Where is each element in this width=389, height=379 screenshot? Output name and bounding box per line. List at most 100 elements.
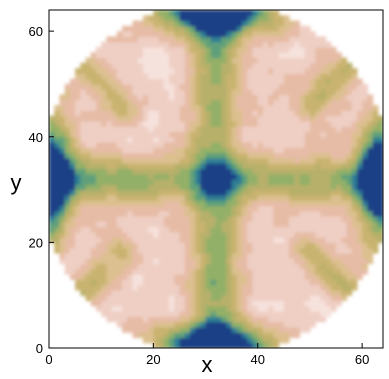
- heatmap-cell: [210, 289, 217, 296]
- heatmap-cell: [247, 99, 254, 106]
- heatmap-cell: [346, 157, 353, 164]
- heatmap-cell: [111, 110, 118, 117]
- heatmap-cell: [210, 279, 217, 286]
- heatmap-cell: [294, 31, 301, 38]
- heatmap-cell: [320, 305, 327, 312]
- heatmap-cell: [127, 62, 134, 69]
- heatmap-cell: [179, 184, 186, 191]
- heatmap-cell: [116, 99, 123, 106]
- heatmap-cell: [179, 41, 186, 48]
- heatmap-cell: [200, 184, 207, 191]
- heatmap-cell: [174, 78, 181, 85]
- heatmap-cell: [179, 73, 186, 80]
- heatmap-cell: [226, 226, 233, 233]
- heatmap-cell: [372, 168, 379, 175]
- heatmap-cell: [158, 200, 165, 207]
- heatmap-cell: [346, 136, 353, 143]
- heatmap-cell: [106, 263, 113, 270]
- heatmap-cell: [252, 184, 259, 191]
- heatmap-cell: [116, 94, 123, 101]
- heatmap-cell: [242, 289, 248, 296]
- heatmap-cell: [158, 110, 165, 117]
- heatmap-cell: [236, 289, 243, 296]
- heatmap-cell: [59, 147, 66, 154]
- heatmap-cell: [210, 173, 217, 180]
- heatmap-cell: [101, 268, 108, 275]
- heatmap-cells: [49, 10, 383, 348]
- heatmap-cell: [372, 115, 379, 122]
- heatmap-cell: [179, 332, 186, 339]
- heatmap-cell: [153, 263, 160, 270]
- heatmap-cell: [283, 279, 290, 286]
- heatmap-cell: [163, 242, 170, 249]
- heatmap-cell: [341, 184, 348, 191]
- heatmap-cell: [101, 68, 108, 74]
- heatmap-cell: [231, 120, 238, 127]
- heatmap-cell: [216, 31, 222, 38]
- heatmap-cell: [236, 99, 243, 106]
- heatmap-cell: [85, 237, 92, 243]
- heatmap-cell: [116, 83, 123, 90]
- heatmap-cell: [122, 221, 128, 228]
- heatmap-cell: [262, 152, 269, 159]
- heatmap-cell: [116, 173, 123, 180]
- heatmap-cell: [330, 252, 337, 259]
- heatmap-cell: [325, 131, 332, 138]
- heatmap-cell: [200, 46, 207, 53]
- heatmap-cell: [216, 231, 222, 238]
- heatmap-cell: [283, 242, 290, 249]
- heatmap-cell: [257, 305, 264, 312]
- heatmap-cell: [200, 189, 207, 196]
- heatmap-cell: [262, 115, 269, 122]
- heatmap-cell: [142, 52, 149, 59]
- heatmap-cell: [252, 36, 259, 43]
- heatmap-cell: [216, 89, 222, 96]
- heatmap-cell: [257, 89, 264, 96]
- heatmap-cell: [278, 289, 285, 296]
- heatmap-cell: [85, 99, 92, 106]
- heatmap-cell: [336, 78, 342, 85]
- heatmap-cell: [236, 268, 243, 275]
- heatmap-cell: [174, 247, 181, 254]
- heatmap-cell: [315, 311, 321, 317]
- heatmap-cell: [101, 200, 108, 207]
- heatmap-cell: [226, 20, 233, 27]
- heatmap-cell: [64, 142, 71, 148]
- heatmap-cell: [80, 237, 87, 243]
- heatmap-cell: [273, 247, 280, 254]
- heatmap-cell: [122, 215, 128, 222]
- heatmap-cell: [330, 68, 337, 74]
- heatmap-cell: [247, 284, 254, 291]
- heatmap-cell: [330, 120, 337, 127]
- heatmap-cell: [221, 25, 228, 32]
- heatmap-cell: [325, 179, 332, 185]
- heatmap-cell: [184, 31, 191, 38]
- heatmap-cell: [257, 62, 264, 69]
- heatmap-cell: [122, 157, 128, 164]
- heatmap-cell: [210, 41, 217, 48]
- heatmap-cell: [273, 342, 280, 348]
- heatmap-cell: [122, 321, 128, 328]
- heatmap-cell: [116, 73, 123, 80]
- heatmap-cell: [127, 89, 134, 96]
- heatmap-cell: [54, 157, 61, 164]
- heatmap-cell: [153, 136, 160, 143]
- heatmap-cell: [127, 311, 134, 317]
- heatmap-cell: [262, 83, 269, 90]
- heatmap-cell: [49, 194, 55, 201]
- heatmap-cell: [299, 41, 306, 48]
- heatmap-cell: [226, 268, 233, 275]
- heatmap-cell: [242, 179, 248, 185]
- heatmap-cell: [336, 62, 342, 69]
- heatmap-cell: [169, 200, 175, 207]
- heatmap-cell: [95, 136, 102, 143]
- heatmap-cell: [299, 205, 306, 212]
- heatmap-cell: [320, 99, 327, 106]
- heatmap-cell: [158, 115, 165, 122]
- heatmap-cell: [226, 105, 233, 111]
- heatmap-cell: [242, 342, 248, 348]
- heatmap-cell: [195, 189, 201, 196]
- heatmap-cell: [278, 247, 285, 254]
- heatmap-cell: [158, 268, 165, 275]
- heatmap-cell: [336, 231, 342, 238]
